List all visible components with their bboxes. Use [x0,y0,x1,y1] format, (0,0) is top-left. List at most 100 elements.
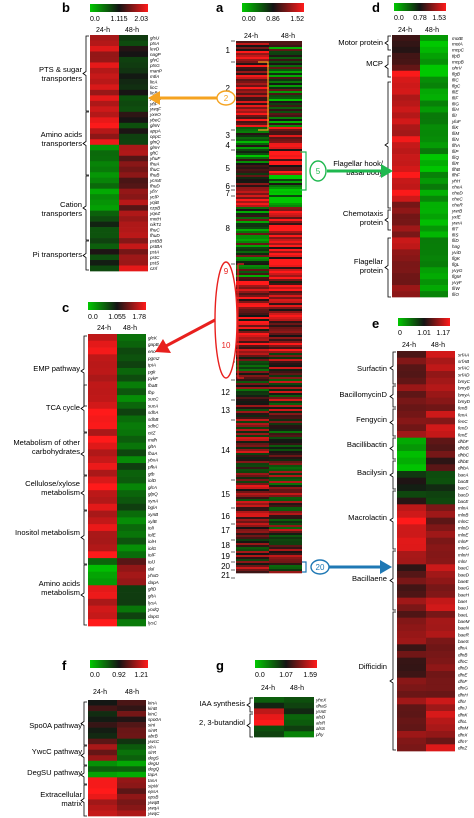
a-cell-r175-c1 [269,391,302,394]
e-gene-label: baeG [458,586,470,591]
a-cell-r256-c1 [269,553,302,556]
d-cell-r31-c0 [392,219,420,226]
c-gene-label: glcK [148,335,158,340]
d-gene-label: mcpB [452,60,464,65]
panel-a-col-48h: 48-h [281,33,295,40]
c-cell-r19-c1 [117,463,146,471]
a-cell-r141-c0 [236,323,269,326]
a-cell-r119-c0 [236,279,269,282]
panel-c-col-24h: 24-h [97,325,111,332]
a-cell-r177-c1 [269,395,302,398]
e-cell-r55-c1 [426,717,455,725]
a-cell-r172-c0 [236,385,269,388]
a-cell-r46-c1 [269,133,302,136]
panel-e-cat-bacilysin: Bacilysin [357,468,387,477]
c-gene-label: lysA [148,600,157,605]
f-cell-r2-c0 [88,711,117,717]
a-cell-r229-c1 [269,499,302,502]
b-cell-r34-c1 [119,221,148,228]
c-cell-r26-c1 [117,510,146,518]
a-cell-r168-c1 [269,377,302,380]
g-cell-r4-c0 [254,719,284,726]
c-gene-label: gltA [148,593,156,598]
a-cell-r15-c0 [236,71,269,74]
a-cell-r0-c0 [236,41,269,44]
a-cell-r53-c0 [236,147,269,150]
a-cell-r118-c1 [269,277,302,280]
a-cell-r245-c0 [236,531,269,534]
a-cell-r161-c0 [236,363,269,366]
a-cell-r233-c1 [269,507,302,510]
d-cell-r42-c1 [420,285,448,292]
e-gene-label: dhbB [458,446,469,451]
e-gene-label: dhbA [458,466,469,471]
a-cell-r189-c1 [269,419,302,422]
e-cell-r49-c1 [426,677,455,685]
a-cell-r234-c0 [236,509,269,512]
d-cell-r9-c1 [420,88,448,95]
a-cell-r1-c1 [269,43,302,46]
category-bracket [246,697,253,713]
c-cell-r41-c1 [117,612,146,620]
e-cell-r45-c0 [397,651,426,659]
a-cell-r109-c1 [269,259,302,262]
a-cell-r160-c0 [236,361,269,364]
f-cell-r15-c0 [88,782,117,789]
e-gene-label: dfnI [458,699,466,704]
c-cell-r1-c0 [88,340,117,348]
e-cell-r25-c0 [397,517,426,525]
a-cell-r54-c0 [236,149,269,152]
a-cell-r49-c0 [236,139,269,142]
a-cell-r173-c0 [236,387,269,390]
e-gene-label: dhbC [458,452,470,457]
a-cell-r232-c0 [236,505,269,508]
colorbar-b-tick-high: 2.03 [134,16,148,23]
panel-b-cat-aa-line1: Amino acids [41,130,83,139]
a-cell-r95-c0 [236,231,269,234]
a-cell-r158-c0 [236,357,269,360]
e-cell-r4-c0 [397,377,426,385]
b-cell-r42-c0 [90,265,119,272]
a-cell-r35-c0 [236,111,269,114]
a-cell-r253-c1 [269,547,302,550]
d-cell-r0-c1 [420,35,448,42]
c-gene-label: gltD [148,587,157,592]
a-cell-r204-c1 [269,449,302,452]
g-gene-label: alsS [316,726,326,731]
a-cell-r243-c1 [269,527,302,530]
c-cell-r35-c0 [88,571,117,579]
a-cell-r86-c0 [236,213,269,216]
c-gene-label: fbaA [148,451,157,456]
c-cell-r19-c0 [88,463,117,471]
a-cell-r225-c1 [269,491,302,494]
a-cell-r89-c0 [236,219,269,222]
gene-labels-b: glsUptsAlevDnagPglvCptsGmanPmtlAlicAlicC… [149,35,163,271]
a-cell-r170-c1 [269,381,302,384]
e-cell-r22-c0 [397,497,426,505]
b-cell-r10-c1 [119,89,148,96]
a-cell-r218-c0 [236,477,269,480]
e-cell-r27-c1 [426,531,455,539]
colorbar-d [394,3,446,11]
g-gene-label: yhcX [315,698,327,703]
d-cell-r41-c1 [420,279,448,286]
e-cell-r9-c0 [397,411,426,419]
c-gene-label: glcA [148,485,157,490]
f-cell-r11-c0 [88,760,117,767]
b-gene-label: yfiF [149,101,159,106]
a-cell-r47-c1 [269,135,302,138]
d-cell-r27-c0 [392,195,420,203]
f-gene-label: kinB [148,706,157,711]
a-cell-r205-c0 [236,451,269,454]
e-cell-r12-c0 [397,431,426,439]
a-cell-r69-c1 [269,179,302,182]
a-cell-r226-c0 [236,493,269,496]
d-gene-label: flgC [452,83,461,88]
e-cell-r20-c1 [426,484,455,492]
panel-b-col-48h: 48-h [125,27,139,34]
e-cell-r13-c1 [426,437,455,445]
a-cell-r37-c0 [236,115,269,118]
d-gene-label: ywrA [451,220,462,225]
c-cell-r38-c1 [117,592,146,600]
a-cell-r221-c1 [269,483,302,486]
